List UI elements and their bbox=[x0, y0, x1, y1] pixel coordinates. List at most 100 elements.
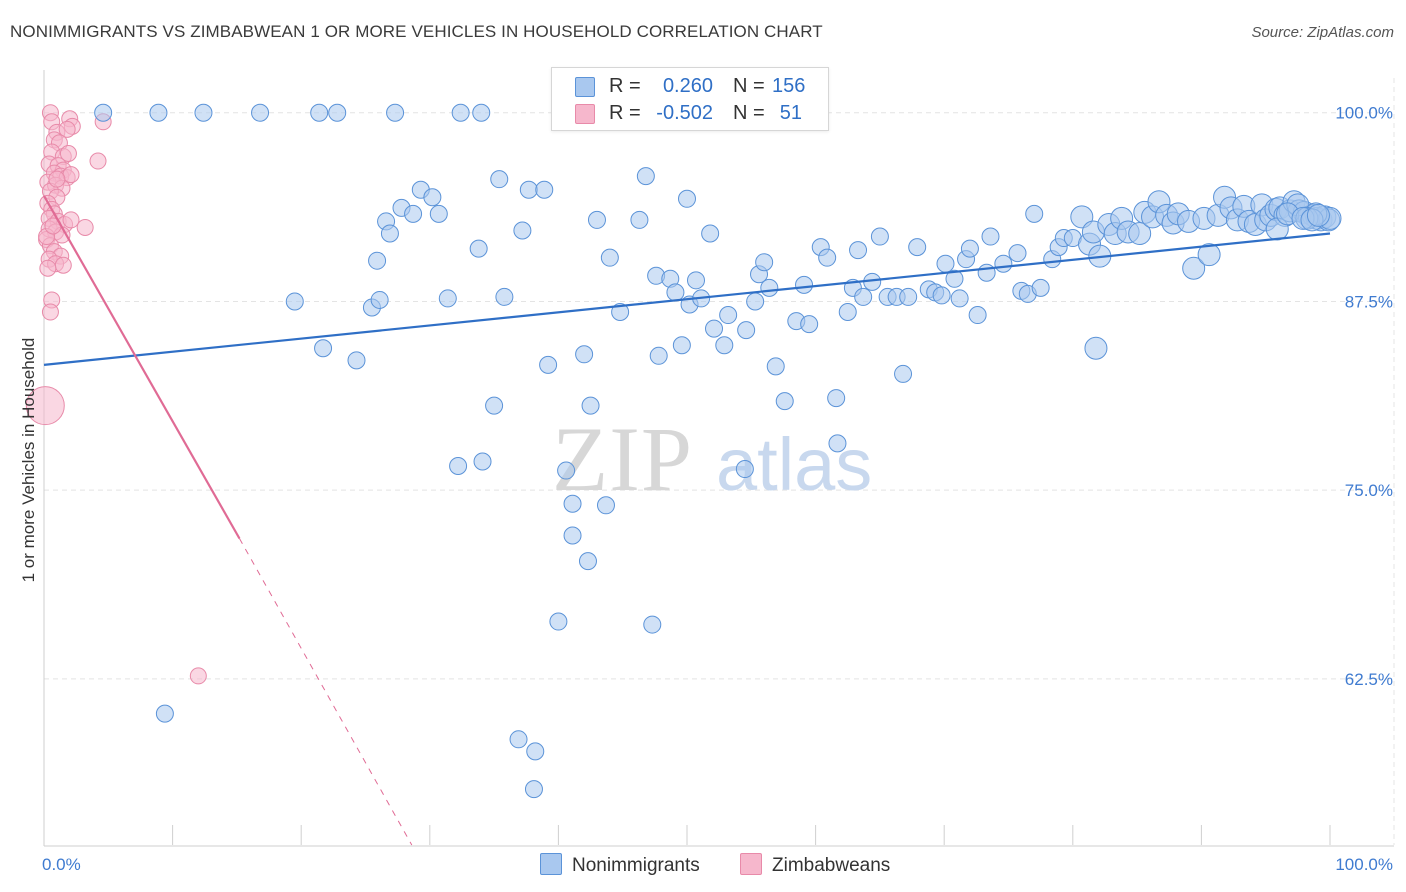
nonimmigrants-point bbox=[587, 210, 606, 229]
nonimmigrants-point bbox=[535, 180, 554, 199]
zimbabweans-point bbox=[89, 152, 107, 170]
nonimmigrants-point bbox=[960, 239, 979, 258]
nonimmigrants-point bbox=[539, 355, 558, 374]
y-tick-label: 62.5% bbox=[1345, 670, 1393, 689]
nonimmigrants-point bbox=[429, 204, 448, 223]
zimbabweans-point bbox=[62, 211, 80, 229]
nonimmigrants-point bbox=[849, 241, 868, 260]
nonimmigrants-point bbox=[981, 227, 1000, 246]
nonimmigrants-point bbox=[936, 254, 955, 273]
nonimmigrants-point bbox=[666, 283, 685, 302]
nonimmigrants-point bbox=[485, 396, 504, 415]
legend-n-label: N = bbox=[733, 102, 765, 124]
nonimmigrants-point bbox=[968, 306, 987, 325]
zimbabweans-point bbox=[25, 386, 65, 426]
nonimmigrants-point bbox=[994, 254, 1013, 273]
nonimmigrants-point bbox=[818, 248, 837, 267]
zimbabweans-point bbox=[54, 256, 72, 274]
nonimmigrants-point bbox=[524, 780, 543, 799]
nonimmigrants-point bbox=[701, 224, 720, 243]
y-axis-label: 1 or more Vehicles in Household bbox=[19, 338, 38, 583]
nonimmigrants-point bbox=[251, 103, 270, 122]
nonimmigrants-trend-line bbox=[43, 232, 1331, 366]
zimbabweans-trend-extension bbox=[239, 538, 413, 846]
nonimmigrants-point bbox=[519, 180, 538, 199]
nonimmigrants-point bbox=[672, 336, 691, 355]
nonimmigrants-point bbox=[380, 224, 399, 243]
nonimmigrants-point bbox=[285, 292, 304, 311]
legend-r-value: 0.260 bbox=[662, 75, 713, 97]
legend-row-nonimmigrants: R = 0.260 N = 156 bbox=[552, 74, 828, 100]
nonimmigrants-point bbox=[513, 221, 532, 240]
nonimmigrants-point bbox=[766, 357, 785, 376]
legend-swatch-pink bbox=[575, 104, 595, 124]
nonimmigrants-point bbox=[1008, 244, 1027, 263]
nonimmigrants-point bbox=[795, 275, 814, 294]
nonimmigrants-point bbox=[800, 315, 819, 334]
y-tick-label: 87.5% bbox=[1345, 292, 1393, 311]
nonimmigrants-point bbox=[328, 103, 347, 122]
nonimmigrants-point bbox=[636, 167, 655, 186]
y-tick-label: 100.0% bbox=[1335, 104, 1393, 123]
stats-legend: R = 0.260 N = 156 R = -0.502 N = 51 bbox=[551, 67, 829, 131]
nonimmigrants-point bbox=[894, 364, 913, 383]
tick-labels: 100.0% 87.5% 75.0% 62.5% 0.0% 100.0% bbox=[42, 104, 1393, 874]
nonimmigrants-point bbox=[557, 461, 576, 480]
nonimmigrants-point bbox=[735, 460, 754, 479]
nonimmigrants-point bbox=[1031, 278, 1050, 297]
nonimmigrants-point bbox=[370, 290, 389, 309]
zimbabweans-trend-line bbox=[43, 195, 241, 540]
nonimmigrants-point bbox=[368, 251, 387, 270]
chart-title: NONIMMIGRANTS VS ZIMBABWEAN 1 OR MORE VE… bbox=[10, 22, 823, 41]
legend-n-label: N = bbox=[733, 75, 765, 97]
nonimmigrants-point bbox=[828, 434, 847, 453]
nonimmigrants-point bbox=[404, 204, 423, 223]
watermark: ZIP atlas bbox=[552, 408, 872, 510]
nonimmigrants-point bbox=[705, 319, 724, 338]
nonimmigrants-point bbox=[1084, 336, 1108, 360]
nonimmigrants-point bbox=[870, 227, 889, 246]
zimbabweans-point bbox=[76, 218, 94, 236]
zimbabweans-point bbox=[48, 170, 66, 188]
nonimmigrants-point bbox=[563, 526, 582, 545]
nonimmigrants-point bbox=[549, 612, 568, 631]
nonimmigrants-point bbox=[932, 286, 951, 305]
legend-n-value: 51 bbox=[779, 102, 802, 124]
nonimmigrants-point bbox=[473, 452, 492, 471]
legend-item-nonimmigrants[interactable]: Nonimmigrants bbox=[540, 853, 700, 877]
x-tick-label: 100.0% bbox=[1335, 855, 1393, 874]
nonimmigrants-point bbox=[581, 396, 600, 415]
nonimmigrants-point bbox=[827, 389, 846, 408]
legend-n-value: 156 bbox=[772, 75, 806, 97]
nonimmigrants-point bbox=[950, 289, 969, 308]
nonimmigrants-point bbox=[611, 303, 630, 322]
zimbabweans-point bbox=[41, 303, 59, 321]
legend-item-zimbabweans[interactable]: Zimbabweans bbox=[740, 853, 890, 877]
nonimmigrants-point bbox=[643, 615, 662, 634]
nonimmigrants-point bbox=[149, 103, 168, 122]
nonimmigrants-point bbox=[715, 336, 734, 355]
legend-swatch-blue bbox=[540, 853, 562, 875]
nonimmigrants-point bbox=[719, 306, 738, 325]
nonimmigrants-point bbox=[386, 103, 405, 122]
legend-r-label: R = bbox=[609, 75, 641, 97]
nonimmigrants-point bbox=[495, 287, 514, 306]
nonimmigrants-point bbox=[472, 103, 491, 122]
nonimmigrants-point bbox=[1197, 243, 1221, 267]
zimbabweans-point bbox=[39, 259, 57, 277]
nonimmigrants-point bbox=[94, 103, 113, 122]
source-credit: Source: ZipAtlas.com bbox=[1251, 24, 1394, 41]
legend-label-zimbabweans: Zimbabweans bbox=[772, 855, 891, 876]
trend-lines bbox=[43, 195, 1331, 846]
nonimmigrants-point bbox=[1182, 256, 1206, 280]
nonimmigrants-point bbox=[490, 170, 509, 189]
legend-row-zimbabweans: R = -0.502 N = 51 bbox=[552, 101, 828, 127]
nonimmigrants-point bbox=[526, 742, 545, 761]
nonimmigrants-point bbox=[899, 287, 918, 306]
zimbabweans-points bbox=[25, 104, 207, 685]
nonimmigrants-point bbox=[908, 238, 927, 257]
nonimmigrants-point bbox=[469, 239, 488, 258]
nonimmigrants-point bbox=[563, 494, 582, 513]
nonimmigrants-point bbox=[451, 103, 470, 122]
